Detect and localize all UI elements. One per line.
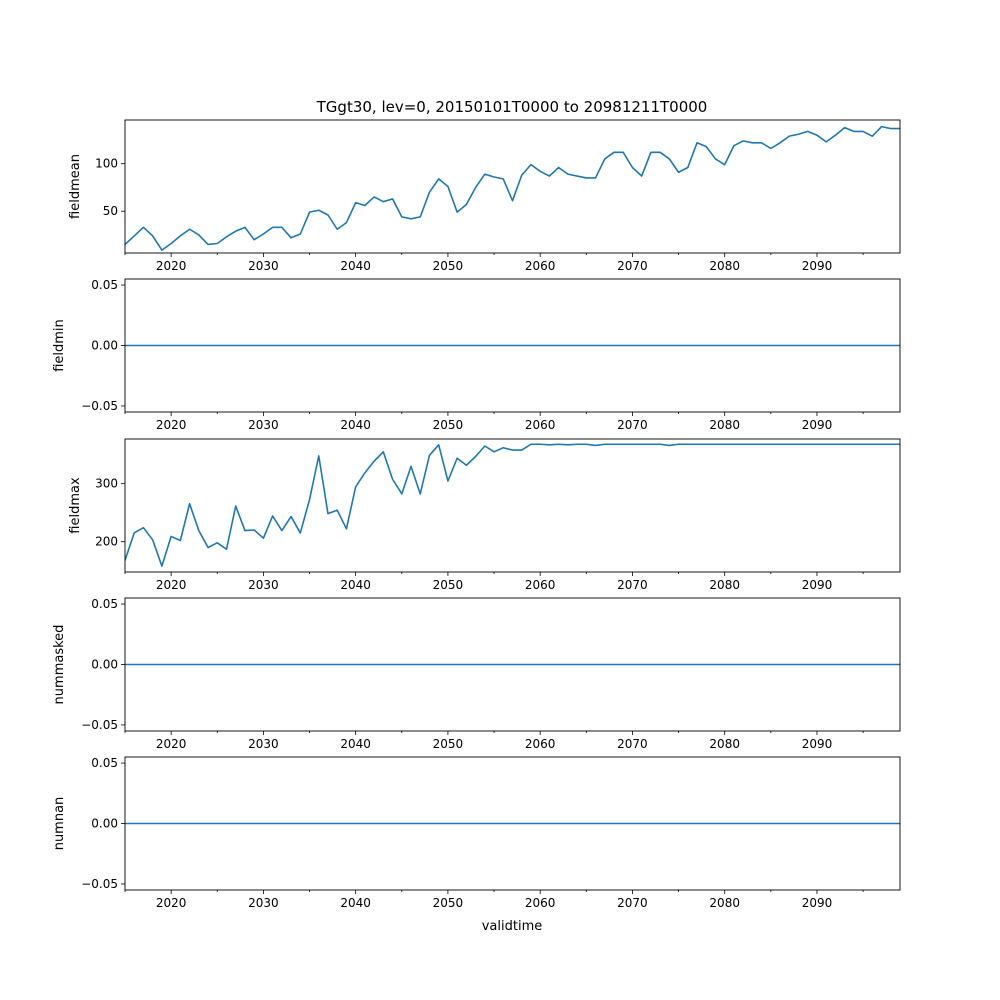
- x-tick-label: 2040: [340, 578, 371, 592]
- y-tick-label: 0.00: [91, 339, 118, 353]
- x-tick-label: 2070: [617, 578, 648, 592]
- y-tick-label: 50: [103, 204, 118, 218]
- y-axis-label: fieldmean: [68, 154, 83, 219]
- x-tick-label: 2070: [617, 737, 648, 751]
- axes-frame: [124, 438, 901, 573]
- x-tick-label: 2020: [156, 737, 187, 751]
- x-tick-label: 2050: [433, 259, 464, 273]
- figure-title: TGgt30, lev=0, 20150101T0000 to 20981211…: [316, 98, 708, 116]
- x-tick-label: 2030: [248, 418, 279, 432]
- x-tick-label: 2030: [248, 737, 279, 751]
- x-axis-label: validtime: [482, 919, 543, 934]
- subplot-fieldmean: 2020 2030 2040 2050 2060 2070 2080 2090 50 100 fie…: [68, 119, 901, 273]
- x-tick-label: 2080: [709, 896, 740, 910]
- x-tick-label: 2050: [433, 418, 464, 432]
- series-line-fieldmean: [125, 125, 900, 251]
- y-tick-label: −0.05: [81, 718, 118, 732]
- x-tick-label: 2020: [156, 896, 187, 910]
- y-tick-label: 300: [95, 476, 118, 490]
- series-line-fieldmax: [125, 443, 900, 567]
- x-tick-label: 2040: [340, 259, 371, 273]
- y-tick-label: −0.05: [81, 877, 118, 891]
- x-tick-label: 2060: [525, 418, 556, 432]
- x-tick-label: 2090: [802, 578, 833, 592]
- x-tick-label: 2060: [525, 896, 556, 910]
- x-tick-label: 2020: [156, 578, 187, 592]
- x-tick-label: 2070: [617, 896, 648, 910]
- x-tick-label: 2050: [433, 896, 464, 910]
- y-tick-label: 200: [95, 535, 118, 549]
- x-tick-label: 2050: [433, 737, 464, 751]
- x-tick-label: 2050: [433, 578, 464, 592]
- x-tick-label: 2060: [525, 737, 556, 751]
- x-tick-label: 2030: [248, 896, 279, 910]
- x-tick-label: 2080: [709, 578, 740, 592]
- x-tick-label: 2020: [156, 259, 187, 273]
- x-tick-label: 2030: [248, 578, 279, 592]
- x-tick-label: 2090: [802, 896, 833, 910]
- x-tick-label: 2070: [617, 259, 648, 273]
- x-tick-label: 2070: [617, 418, 648, 432]
- x-tick-label: 2020: [156, 418, 187, 432]
- x-tick-label: 2040: [340, 737, 371, 751]
- y-tick-label: 0.05: [91, 597, 118, 611]
- x-tick-label: 2030: [248, 259, 279, 273]
- subplot-fieldmin: 2020 2030 2040 2050 2060 2070 2080 2090 −0.05 0.0…: [52, 278, 901, 432]
- x-tick-label: 2040: [340, 896, 371, 910]
- x-tick-label: 2090: [802, 259, 833, 273]
- x-tick-label: 2090: [802, 418, 833, 432]
- y-tick-label: −0.05: [81, 399, 118, 413]
- y-tick-label: 0.00: [91, 817, 118, 831]
- x-tick-label: 2040: [340, 418, 371, 432]
- subplot-numnan: 2020 2030 2040 2050 2060 2070 2080 2090 −0.05 0.0…: [52, 756, 901, 910]
- subplot-nummasked: 2020 2030 2040 2050 2060 2070 2080 2090 −0.05 0.0…: [52, 597, 901, 751]
- y-axis-label: numnan: [52, 797, 67, 851]
- y-tick-label: 0.05: [91, 278, 118, 292]
- y-axis-label: nummasked: [52, 625, 67, 705]
- y-axis-label: fieldmax: [68, 477, 83, 534]
- x-tick-label: 2080: [709, 259, 740, 273]
- subplots: 2020 2030 2040 2050 2060 2070 2080 2090 50 100 fie…: [52, 119, 901, 910]
- y-tick-label: 0.05: [91, 756, 118, 770]
- subplot-fieldmax: 2020 2030 2040 2050 2060 2070 2080 2090 200 300 fi…: [68, 438, 901, 592]
- x-tick-label: 2060: [525, 259, 556, 273]
- x-tick-label: 2080: [709, 737, 740, 751]
- y-axis-label: fieldmin: [52, 319, 67, 372]
- y-tick-label: 100: [95, 157, 118, 171]
- axes-frame: [124, 119, 901, 254]
- x-tick-label: 2060: [525, 578, 556, 592]
- y-tick-label: 0.00: [91, 658, 118, 672]
- x-tick-label: 2090: [802, 737, 833, 751]
- x-tick-label: 2080: [709, 418, 740, 432]
